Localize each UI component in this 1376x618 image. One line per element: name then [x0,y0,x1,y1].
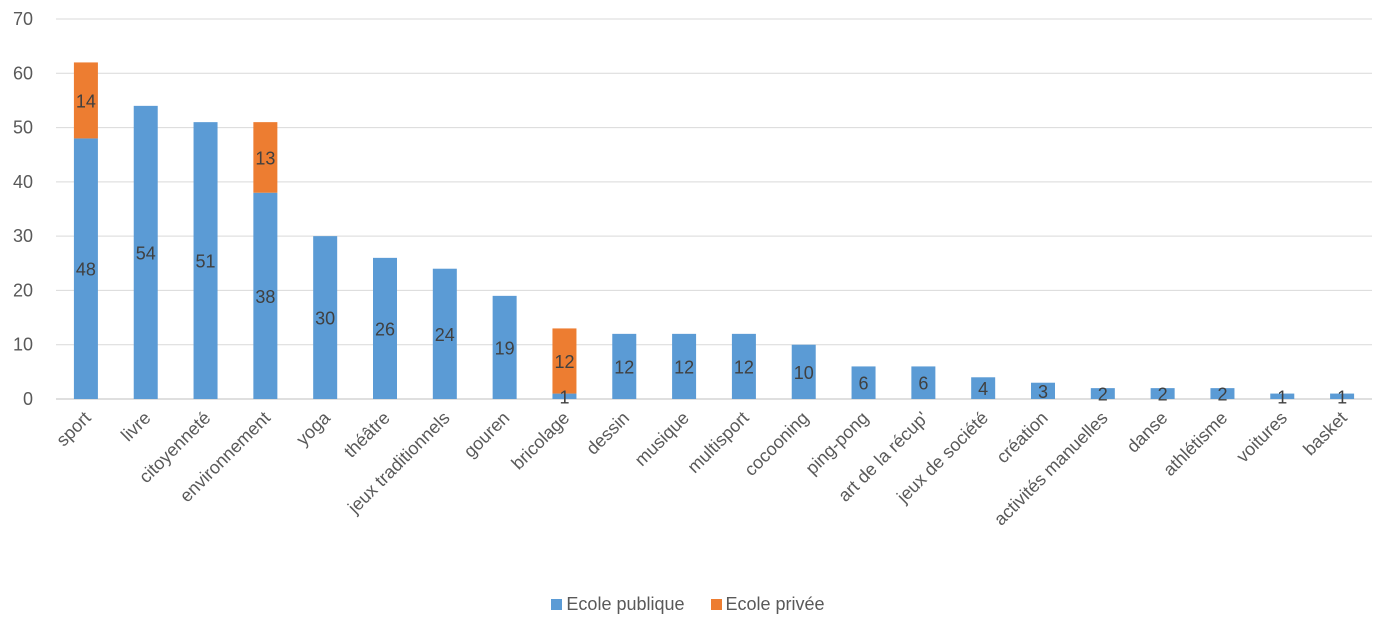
data-label: 1 [559,387,569,407]
bar-public [73,138,98,399]
x-tick-label: dessin [582,408,633,459]
bar-public [1150,388,1175,399]
bar-public [133,105,158,399]
bar-public [1270,393,1295,399]
data-label: 1 [1337,387,1347,407]
bar-public [313,236,338,399]
x-tick-label: création [992,408,1051,467]
y-tick-label: 10 [13,335,33,355]
bar-public [1031,382,1055,399]
x-tick-label: athlétisme [1159,408,1231,480]
data-label: 12 [614,357,634,377]
y-tick-label: 20 [13,280,33,300]
data-label: 2 [1217,385,1227,405]
legend-label-private: Ecole privée [725,594,825,614]
x-tick-label: musique [631,408,693,470]
x-tick-label: activités manuelles [990,408,1112,530]
y-axis: 0 10 20 30 40 50 60 70 [13,9,33,409]
data-label: 26 [375,319,395,339]
y-tick-label: 40 [13,172,33,192]
data-label: 30 [315,309,335,329]
bar-private [552,328,577,394]
bar-public [253,192,278,399]
legend: Ecole publique Ecole privée [0,594,1376,615]
bar-public [1210,388,1235,399]
bar-public [552,393,577,399]
data-label: 6 [918,374,928,394]
legend-swatch-private [710,599,722,610]
x-tick-label: basket [1299,408,1351,460]
x-tick-label: voitures [1232,408,1291,467]
data-label: 1 [1277,387,1287,407]
bar-public [1330,393,1355,399]
bar-public [612,333,637,399]
legend-label-public: Ecole publique [566,594,685,614]
bar-public [373,257,397,399]
x-tick-label: théâtre [340,408,394,462]
legend-item-private: Ecole privée [710,594,825,615]
data-label: 14 [76,91,96,111]
bar-public [791,344,816,399]
y-tick-label: 70 [13,9,33,29]
data-label: 4 [978,379,988,399]
data-label: 12 [674,357,694,377]
data-label: 2 [1098,385,1108,405]
data-label: 12 [554,352,574,372]
y-tick-label: 0 [23,389,33,409]
bar-public [911,366,936,399]
legend-swatch-public [551,599,563,610]
data-label: 3 [1038,382,1048,402]
data-label: 2 [1158,385,1168,405]
bar-public [851,366,876,399]
bar-public [672,333,697,399]
bar-public [1090,388,1115,399]
data-label: 13 [255,148,275,168]
bar-public [193,122,218,400]
data-label: 6 [859,374,869,394]
x-tick-label: gouren [460,408,514,462]
bars [73,62,1355,400]
legend-item-public: Ecole publique [551,594,685,615]
data-label: 51 [196,252,216,272]
x-tick-label: danse [1123,408,1172,457]
y-tick-label: 60 [13,63,33,83]
data-label: 12 [734,357,754,377]
bar-public [492,295,517,399]
data-label: 48 [76,260,96,280]
y-tick-label: 30 [13,226,33,246]
x-tick-label: jeux traditionnels [343,408,453,518]
x-tick-label: livre [117,408,154,445]
data-label: 10 [794,363,814,383]
bar-private [73,62,98,139]
y-tick-label: 50 [13,118,33,138]
data-label: 19 [495,338,515,358]
data-labels: 48 14 54 51 38 13 30 26 24 19 1 12 12 12 12 10 6 6 4 3 2 2 2 1 1 [76,91,1347,407]
data-label: 24 [435,325,455,345]
data-label: 38 [255,287,275,307]
bar-public [971,377,996,399]
x-tick-label: sport [52,408,94,450]
data-label: 54 [136,243,156,263]
bar-public [731,333,756,399]
x-tick-label: cocooning [740,408,812,480]
bar-public [432,268,457,399]
x-tick-label: bricolage [507,408,573,474]
x-tick-label: yoga [292,407,334,449]
bar-private [253,122,278,193]
